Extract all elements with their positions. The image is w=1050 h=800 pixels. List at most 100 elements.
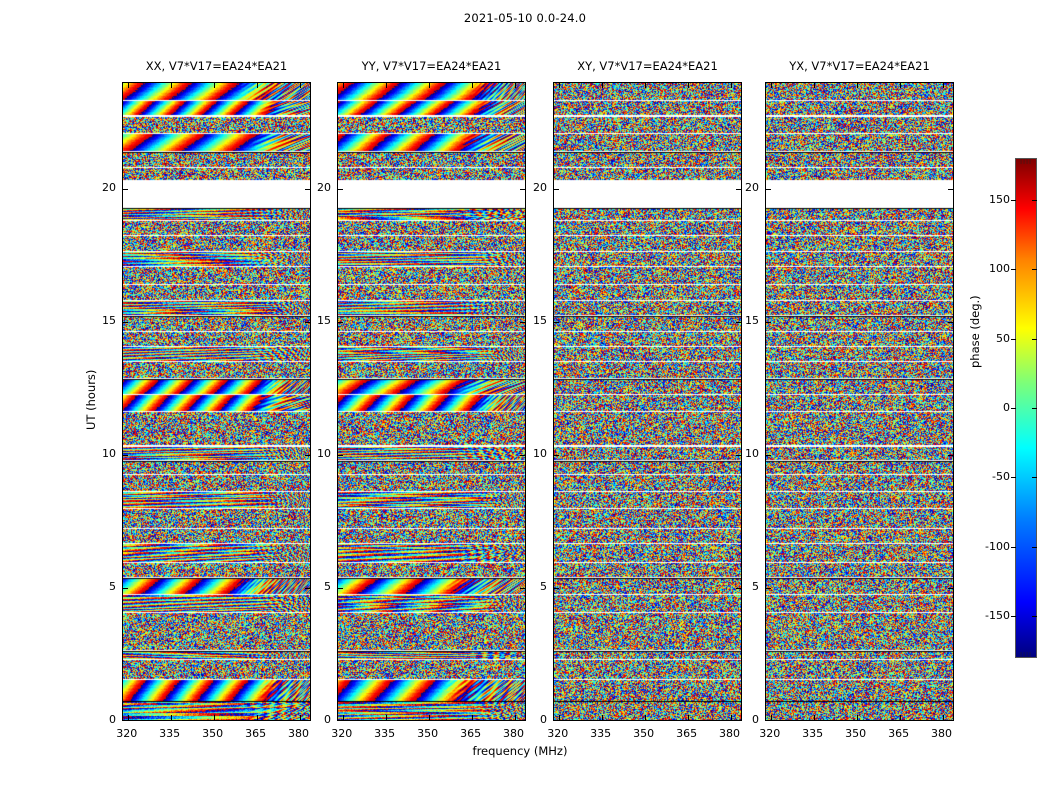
panel-xy[interactable] [553, 82, 742, 721]
heatmap-yx [766, 83, 953, 720]
colorbar-under-marker: |||| [1019, 652, 1033, 657]
x-tick-yx-2 [856, 83, 858, 88]
panel-yx[interactable] [765, 82, 954, 721]
panel-title-xx: XX, V7*V17=EA24*EA21 [145, 59, 288, 73]
colorbar-tick-label-2: 50 [996, 331, 1010, 345]
panel-title-yy: YY, V7*V17=EA24*EA21 [361, 59, 502, 73]
colorbar-tick-label-6: -150 [985, 609, 1010, 623]
y-axis-label: UT (hours) [84, 369, 98, 430]
colorbar-over-marker: |||| [1019, 159, 1033, 164]
x-tick-yy-3 [471, 83, 473, 88]
y-tick-right-yx-2 [948, 454, 953, 456]
y-tick-right-xx-2 [305, 454, 310, 456]
colorbar-tick-right-6 [1032, 616, 1037, 618]
y-tick-xy-4 [554, 188, 559, 190]
y-tick-xy-1 [554, 587, 559, 589]
panel-title-xy: XY, V7*V17=EA24*EA21 [577, 59, 718, 73]
x-tick-yx-3 [899, 83, 901, 88]
panel-title-yx: YX, V7*V17=EA24*EA21 [789, 59, 930, 73]
colorbar-tick-right-0 [1032, 199, 1037, 201]
colorbar-tick-label-4: -50 [992, 470, 1010, 484]
x-tick-yy-0 [342, 83, 344, 88]
y-tick-label-yx-1: 5 [752, 579, 759, 593]
y-tick-right-xy-2 [736, 454, 741, 456]
x-tick-bottom-yx-4 [942, 715, 944, 720]
y-tick-right-yy-3 [520, 321, 525, 323]
x-tick-label-xx-3: 365 [245, 727, 267, 740]
x-tick-yy-4 [514, 83, 516, 88]
x-tick-bottom-xy-2 [644, 715, 646, 720]
x-tick-bottom-xx-4 [299, 715, 301, 720]
x-tick-xy-4 [730, 83, 732, 88]
y-tick-right-xy-1 [736, 587, 741, 589]
x-axis-label: frequency (MHz) [472, 744, 568, 758]
x-tick-label-xx-1: 335 [159, 727, 181, 740]
y-tick-label-xy-3: 15 [533, 313, 547, 327]
x-tick-bottom-yy-1 [385, 715, 387, 720]
x-tick-label-xy-0: 320 [547, 727, 569, 740]
x-tick-bottom-yy-3 [471, 715, 473, 720]
x-tick-label-xy-4: 380 [719, 727, 741, 740]
y-tick-right-yy-4 [520, 188, 525, 190]
y-tick-xx-4 [123, 188, 128, 190]
y-tick-yx-2 [766, 454, 771, 456]
y-tick-label-xy-2: 10 [533, 446, 547, 460]
y-tick-right-yy-2 [520, 454, 525, 456]
panel-yy[interactable] [337, 82, 526, 721]
x-tick-label-yx-1: 335 [802, 727, 824, 740]
x-tick-label-xy-2: 350 [633, 727, 655, 740]
x-tick-xy-3 [687, 83, 689, 88]
x-tick-label-yy-0: 320 [331, 727, 353, 740]
y-tick-right-xy-3 [736, 321, 741, 323]
x-tick-yy-1 [385, 83, 387, 88]
x-tick-label-yy-2: 350 [417, 727, 439, 740]
y-tick-label-yy-3: 15 [317, 313, 331, 327]
colorbar-tick-right-2 [1032, 338, 1037, 340]
y-tick-xy-3 [554, 321, 559, 323]
y-tick-label-yx-2: 10 [745, 446, 759, 460]
x-tick-label-yx-4: 380 [931, 727, 953, 740]
y-tick-yy-1 [338, 587, 343, 589]
y-tick-yx-3 [766, 321, 771, 323]
y-tick-label-yy-1: 5 [324, 579, 331, 593]
y-tick-yx-1 [766, 587, 771, 589]
x-tick-label-xy-3: 365 [676, 727, 698, 740]
x-tick-bottom-yy-0 [342, 715, 344, 720]
x-tick-bottom-xx-2 [213, 715, 215, 720]
colorbar-tick-label-5: -100 [985, 539, 1010, 553]
panel-xx[interactable] [122, 82, 311, 721]
y-tick-right-xy-4 [736, 188, 741, 190]
y-tick-yy-3 [338, 321, 343, 323]
y-tick-right-xx-1 [305, 587, 310, 589]
heatmap-xx [123, 83, 310, 720]
x-tick-bottom-yx-0 [770, 715, 772, 720]
y-tick-xx-3 [123, 321, 128, 323]
x-tick-xx-0 [127, 83, 129, 88]
y-tick-right-yx-3 [948, 321, 953, 323]
x-tick-yx-1 [813, 83, 815, 88]
colorbar-tick-label-0: 150 [989, 192, 1010, 206]
colorbar-tick-label-1: 100 [989, 262, 1010, 276]
y-tick-yy-2 [338, 454, 343, 456]
x-tick-bottom-yx-2 [856, 715, 858, 720]
x-tick-xx-4 [299, 83, 301, 88]
colorbar-tick-right-1 [1032, 269, 1037, 271]
x-tick-bottom-xy-1 [601, 715, 603, 720]
colorbar-label: phase (deg.) [968, 295, 982, 368]
heatmap-yy [338, 83, 525, 720]
x-tick-label-xx-4: 380 [288, 727, 310, 740]
colorbar-tick-4 [1011, 477, 1016, 479]
x-tick-xx-3 [256, 83, 258, 88]
x-tick-label-yx-0: 320 [759, 727, 781, 740]
x-tick-bottom-yy-4 [514, 715, 516, 720]
x-tick-label-yy-1: 335 [374, 727, 396, 740]
x-tick-xy-1 [601, 83, 603, 88]
y-tick-label-yy-4: 20 [317, 180, 331, 194]
y-tick-label-xy-4: 20 [533, 180, 547, 194]
x-tick-xx-1 [170, 83, 172, 88]
x-tick-label-xy-1: 335 [590, 727, 612, 740]
colorbar-tick-1 [1011, 269, 1016, 271]
y-tick-label-xy-0: 0 [540, 713, 547, 726]
x-tick-bottom-xy-4 [730, 715, 732, 720]
heatmap-xy [554, 83, 741, 720]
